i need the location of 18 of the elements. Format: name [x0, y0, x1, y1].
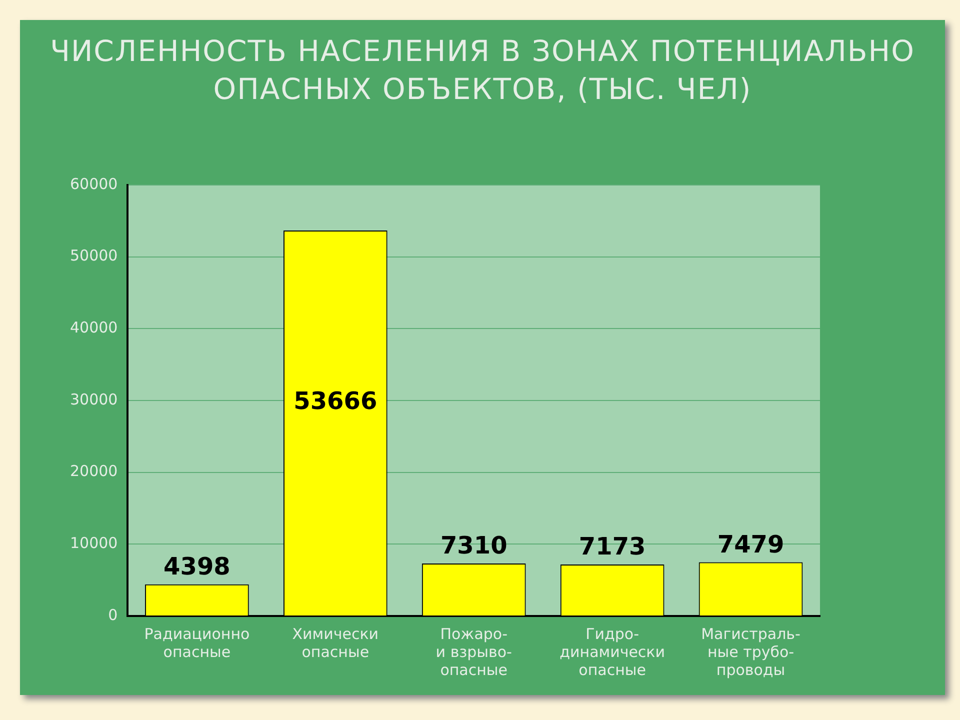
- data-label: 7310: [440, 532, 508, 560]
- data-label: 4398: [164, 552, 230, 581]
- x-tick-label: Магистраль- ные трубо- проводы: [701, 624, 800, 679]
- y-tick-label: 40000: [70, 318, 118, 337]
- data-label: 7479: [717, 530, 784, 559]
- y-tick-label: 10000: [70, 534, 118, 552]
- x-tick-label: Пожаро- и взрыво- опасные: [436, 624, 512, 679]
- x-tick-label: Химически опасные: [292, 624, 379, 661]
- data-label: 7173: [578, 532, 646, 561]
- y-tick-label: 60000: [70, 174, 118, 193]
- y-tick-label: 20000: [70, 462, 118, 480]
- y-tick-label: 50000: [70, 246, 118, 265]
- data-label: 53666: [294, 387, 378, 416]
- chart-title: ЧИСЛЕННОСТЬ НАСЕЛЕНИЯ В ЗОНАХ ПОТЕНЦИАЛЬНО ОПАСНЫХ ОБЪЕКТОВ, (ТЫС. ЧЕЛ): [49, 33, 916, 108]
- y-tick-label: 30000: [70, 390, 118, 408]
- x-tick-label: Гидро- динамически опасные: [560, 624, 665, 679]
- x-tick-label: Радиационно опасные: [144, 624, 250, 661]
- y-tick-label: 0: [108, 606, 118, 624]
